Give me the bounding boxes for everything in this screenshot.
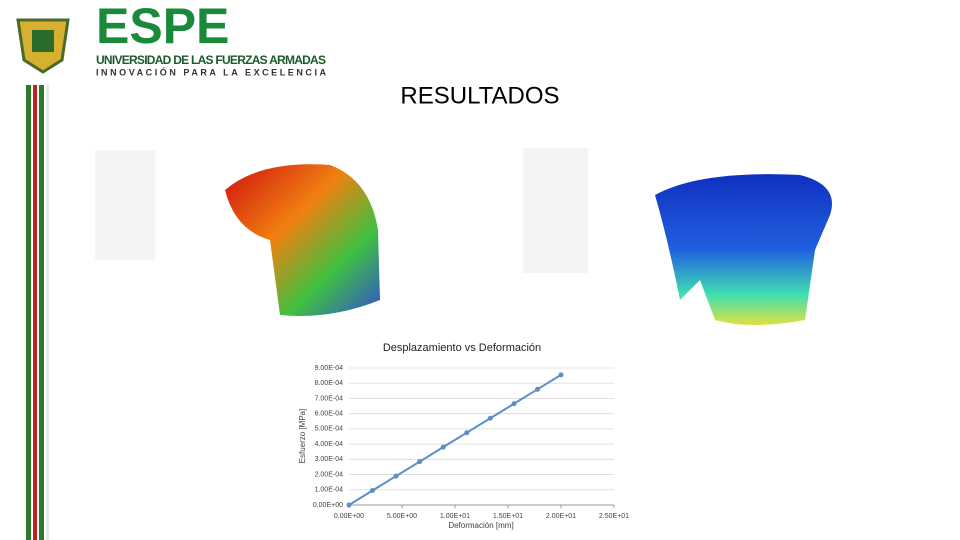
y-tick-label: 3.00E-04: [315, 456, 344, 463]
data-point: [534, 386, 540, 392]
x-axis-label: Deformación [mm]: [448, 521, 513, 530]
logo-text: ESPE: [96, 0, 229, 54]
data-point: [487, 415, 493, 421]
y-tick-label: 8.00E-04: [315, 380, 344, 387]
x-tick-label: 1.00E+01: [440, 513, 470, 520]
x-tick-label: 5.00E+00: [387, 513, 417, 520]
fea-image-right: [523, 148, 832, 325]
data-line: [348, 373, 562, 506]
slide-title: RESULTADOS: [400, 82, 559, 109]
fea-image-left: [95, 150, 380, 316]
y-tick-label: 9.00E-04: [315, 365, 344, 372]
y-axis-label: Esfuerzo [MPa]: [298, 409, 307, 464]
data-point: [511, 401, 517, 407]
data-point: [370, 488, 376, 494]
logo: ESPE UNIVERSIDAD DE LAS FUERZAS ARMADAS …: [16, 0, 327, 77]
y-tick-label: 6.00E-04: [315, 411, 344, 418]
data-point: [346, 502, 352, 508]
side-stripes: [26, 85, 49, 540]
data-point: [558, 372, 564, 378]
y-tick-label: 1.00E-04: [315, 487, 344, 494]
y-tick-label: 4.00E-04: [315, 441, 344, 448]
x-tick-label: 2.50E+01: [599, 513, 629, 520]
y-tick-label: 5.00E-04: [315, 426, 344, 433]
data-point: [417, 459, 423, 465]
motto: INNOVACIÓN PARA LA EXCELENCIA: [96, 66, 327, 77]
chart: Desplazamiento vs Deformación Deformació…: [298, 342, 629, 530]
university: UNIVERSIDAD DE LAS FUERZAS ARMADAS: [96, 53, 326, 67]
y-tick-label: 7.00E-04: [315, 395, 344, 402]
data-point: [464, 430, 470, 436]
data-point: [393, 473, 399, 479]
data-point: [440, 444, 446, 450]
y-tick-label: 0.00E+00: [313, 502, 343, 509]
x-tick-label: 1.50E+01: [493, 513, 523, 520]
x-tick-label: 2.00E+01: [546, 513, 576, 520]
chart-title: Desplazamiento vs Deformación: [383, 342, 541, 354]
x-tick-label: 0.00E+00: [334, 513, 364, 520]
y-tick-label: 2.00E-04: [315, 471, 344, 478]
